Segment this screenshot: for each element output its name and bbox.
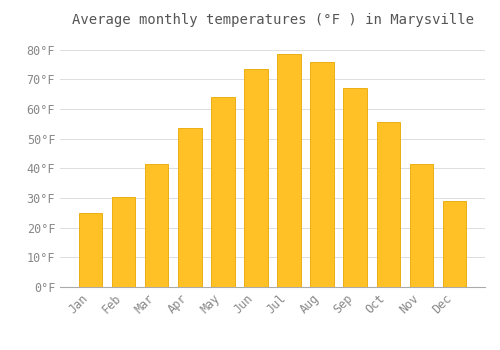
Bar — [212, 97, 234, 287]
Bar — [344, 88, 366, 287]
Bar — [80, 213, 102, 287]
Bar — [442, 201, 466, 287]
Bar — [112, 197, 136, 287]
Bar — [244, 69, 268, 287]
Bar — [376, 122, 400, 287]
Bar — [178, 128, 202, 287]
Bar — [310, 62, 334, 287]
Bar — [410, 164, 432, 287]
Bar — [146, 164, 169, 287]
Title: Average monthly temperatures (°F ) in Marysville: Average monthly temperatures (°F ) in Ma… — [72, 13, 473, 27]
Bar — [278, 54, 300, 287]
